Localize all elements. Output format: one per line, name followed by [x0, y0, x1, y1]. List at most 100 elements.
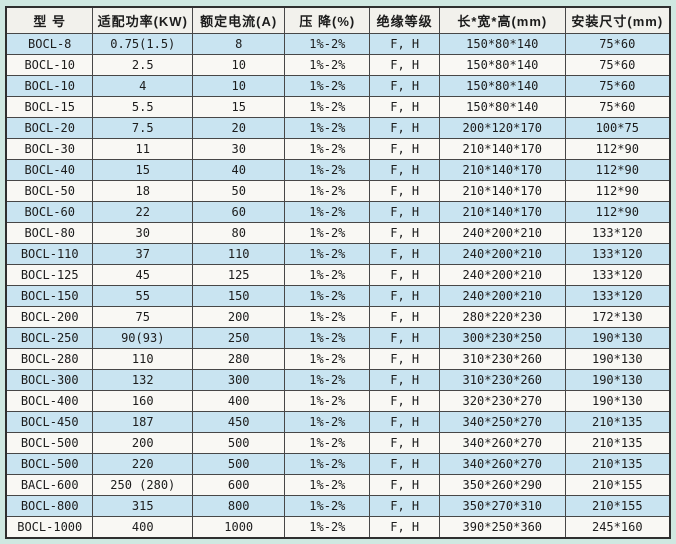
- table-cell: 220: [92, 452, 194, 475]
- table-cell: 110: [92, 347, 194, 370]
- table-cell: 1%-2%: [284, 389, 371, 412]
- table-cell: F, H: [369, 389, 441, 412]
- table-cell: 37: [92, 242, 194, 265]
- table-cell: 1%-2%: [284, 515, 371, 538]
- table-row: BOCL-300 132 300 1%-2% F, H 310*230*260 190*13…: [5, 368, 671, 391]
- column-header: 型 号: [5, 6, 94, 34]
- column-header: 长*宽*高(mm): [439, 6, 566, 34]
- table-cell: BOCL-40: [5, 158, 94, 181]
- table-cell: F, H: [369, 137, 441, 160]
- table-cell: 1%-2%: [284, 494, 371, 517]
- table-cell: 18: [92, 179, 194, 202]
- table-cell: 400: [192, 389, 286, 412]
- table-row: BOCL-20 7.5 20 1%-2% F, H 200*120*170 100*75: [5, 116, 671, 139]
- table-cell: 11: [92, 137, 194, 160]
- table-row: BOCL-50 18 50 1%-2% F, H 210*140*170 112*90: [5, 179, 671, 202]
- table-cell: 40: [192, 158, 286, 181]
- table-cell: 240*200*210: [439, 263, 566, 286]
- table-cell: F, H: [369, 179, 441, 202]
- table-cell: F, H: [369, 494, 441, 517]
- table-cell: F, H: [369, 347, 441, 370]
- table-cell: F, H: [369, 515, 441, 538]
- table-row: BOCL-8 0.75(1.5) 8 1%-2% F, H 150*80*140 75*60: [5, 32, 671, 55]
- table-cell: F, H: [369, 74, 441, 97]
- table-row: BOCL-500 220 500 1%-2% F, H 340*260*270 210*13…: [5, 452, 671, 475]
- table-cell: F, H: [369, 221, 441, 244]
- table-cell: F, H: [369, 53, 441, 76]
- table-cell: 150*80*140: [439, 95, 566, 118]
- table-cell: BOCL-50: [5, 179, 94, 202]
- table-cell: 190*130: [564, 347, 671, 370]
- table-cell: 15: [92, 158, 194, 181]
- table-cell: 1%-2%: [284, 32, 371, 55]
- table-cell: BOCL-200: [5, 305, 94, 328]
- table-cell: 350*270*310: [439, 494, 566, 517]
- table-row: BOCL-280 110 280 1%-2% F, H 310*230*260 190*13…: [5, 347, 671, 370]
- table-row: BOCL-30 11 30 1%-2% F, H 210*140*170 112*90: [5, 137, 671, 160]
- column-header: 压 降(%): [284, 6, 371, 34]
- table-row: BOCL-400 160 400 1%-2% F, H 320*230*270 190*13…: [5, 389, 671, 412]
- table-cell: 150*80*140: [439, 32, 566, 55]
- table-cell: BOCL-500: [5, 452, 94, 475]
- table-cell: 245*160: [564, 515, 671, 538]
- column-header: 安装尺寸(mm): [564, 6, 671, 34]
- table-cell: 133*120: [564, 242, 671, 265]
- table-cell: 1%-2%: [284, 431, 371, 454]
- table-cell: F, H: [369, 410, 441, 433]
- table-row: BOCL-125 45 125 1%-2% F, H 240*200*210 133*120: [5, 263, 671, 286]
- table-cell: BOCL-450: [5, 410, 94, 433]
- table-row: BOCL-10 4 10 1%-2% F, H 150*80*140 75*60: [5, 74, 671, 97]
- spec-table: 型 号适配功率(KW) 额定电流(A) 压 降(%) 绝缘等级 长*宽*高(mm) 安装尺…: [5, 6, 671, 539]
- table-row: BOCL-250 90(93) 250 1%-2% F, H 300*230*250 190…: [5, 326, 671, 349]
- table-cell: 90(93): [92, 326, 194, 349]
- table-cell: BOCL-8: [5, 32, 94, 55]
- table-cell: F, H: [369, 158, 441, 181]
- table-cell: 60: [192, 200, 286, 223]
- table-cell: 320*230*270: [439, 389, 566, 412]
- table-cell: 450: [192, 410, 286, 433]
- table-cell: 7.5: [92, 116, 194, 139]
- table-cell: 75: [92, 305, 194, 328]
- table-cell: 250: [192, 326, 286, 349]
- table-cell: 5.5: [92, 95, 194, 118]
- table-cell: 1%-2%: [284, 305, 371, 328]
- table-cell: 390*250*360: [439, 515, 566, 538]
- table-cell: 112*90: [564, 158, 671, 181]
- table-cell: 210*135: [564, 452, 671, 475]
- table-cell: 310*230*260: [439, 347, 566, 370]
- table-row: BOCL-10 2.5 10 1%-2% F, H 150*80*140 75*60: [5, 53, 671, 76]
- table-cell: 310*230*260: [439, 368, 566, 391]
- table-cell: 1%-2%: [284, 116, 371, 139]
- table-cell: 280*220*230: [439, 305, 566, 328]
- table-cell: 30: [92, 221, 194, 244]
- table-cell: F, H: [369, 326, 441, 349]
- table-cell: 210*140*170: [439, 137, 566, 160]
- table-cell: 75*60: [564, 74, 671, 97]
- table-row: BOCL-1000 400 1000 1%-2% F, H 390*250*360 245*…: [5, 515, 671, 538]
- table-cell: 100*75: [564, 116, 671, 139]
- table-cell: 1%-2%: [284, 74, 371, 97]
- table-cell: 1%-2%: [284, 473, 371, 496]
- table-cell: 22: [92, 200, 194, 223]
- table-cell: BOCL-500: [5, 431, 94, 454]
- table-cell: 340*260*270: [439, 452, 566, 475]
- table-cell: 400: [92, 515, 194, 538]
- table-cell: BACL-600: [5, 473, 94, 496]
- table-cell: 30: [192, 137, 286, 160]
- table-cell: 75*60: [564, 53, 671, 76]
- table-cell: F, H: [369, 116, 441, 139]
- table-cell: 112*90: [564, 137, 671, 160]
- table-cell: 1%-2%: [284, 221, 371, 244]
- table-cell: BOCL-400: [5, 389, 94, 412]
- table-cell: 133*120: [564, 284, 671, 307]
- table-cell: 132: [92, 368, 194, 391]
- table-row: BOCL-800 315 800 1%-2% F, H 350*270*310 210*15…: [5, 494, 671, 517]
- table-cell: BOCL-110: [5, 242, 94, 265]
- table-cell: 0.75(1.5): [92, 32, 194, 55]
- table-cell: 315: [92, 494, 194, 517]
- table-cell: F, H: [369, 284, 441, 307]
- table-cell: 200: [92, 431, 194, 454]
- table-cell: 300*230*250: [439, 326, 566, 349]
- table-cell: BOCL-1000: [5, 515, 94, 538]
